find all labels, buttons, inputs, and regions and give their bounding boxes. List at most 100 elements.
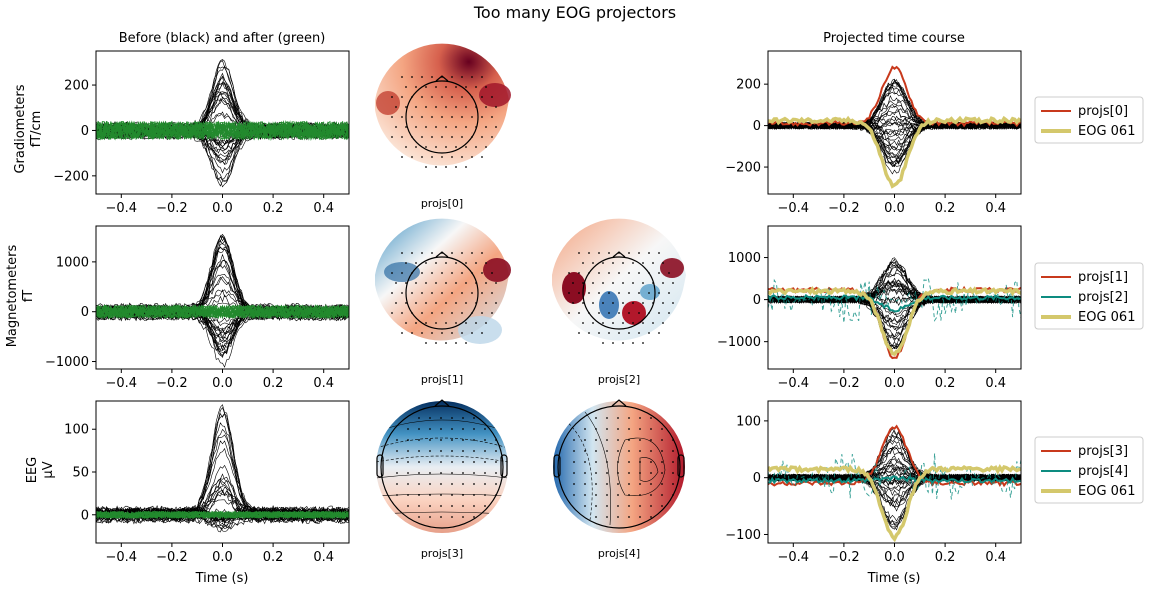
- sensor-dot: [418, 439, 420, 441]
- sensor-dot: [421, 332, 423, 334]
- y-tick-label: −200: [53, 169, 89, 184]
- legend-mag: projs[1] projs[2] EOG 061: [1034, 262, 1144, 330]
- sensor-dot: [421, 252, 423, 254]
- y-tick-label: −1000: [45, 355, 89, 370]
- sensor-dot: [451, 116, 453, 118]
- sensor-dot: [396, 461, 398, 463]
- sensor-dot: [650, 494, 652, 496]
- sensor-dot: [461, 332, 463, 334]
- sensor-dot: [429, 494, 431, 496]
- sensor-dot: [672, 282, 674, 284]
- sensor-dot: [578, 272, 580, 274]
- sensor-dot: [465, 262, 467, 264]
- sensor-dot: [632, 262, 634, 264]
- channel-trace: [768, 295, 1021, 342]
- sensor-dot: [465, 302, 467, 304]
- sensor-dot: [638, 332, 640, 334]
- x-tick-label: −0.4: [106, 201, 138, 216]
- sensor-dot: [418, 417, 420, 419]
- sensor-dot: [642, 322, 644, 324]
- sensor-dot: [639, 494, 641, 496]
- sensor-dot: [639, 450, 641, 452]
- sensor-dot: [471, 156, 473, 158]
- sensor-dot: [622, 322, 624, 324]
- sensor-dot: [451, 450, 453, 452]
- sensor-dot: [622, 342, 624, 344]
- sensor-dot: [588, 252, 590, 254]
- sensor-dot: [573, 472, 575, 474]
- sensor-dot: [451, 312, 453, 314]
- sensor-dot: [411, 116, 413, 118]
- sensor-dot: [658, 292, 660, 294]
- sensor-dot: [425, 146, 427, 148]
- sensor-dot: [661, 461, 663, 463]
- sensor-dot: [401, 332, 403, 334]
- sensor-dot: [588, 292, 590, 294]
- sensor-dot: [411, 292, 413, 294]
- series-projs[2]-dashed: [768, 276, 1021, 323]
- sensor-dot: [584, 428, 586, 430]
- x-tick-label: 0.0: [884, 376, 905, 391]
- sensor-dot: [435, 302, 437, 304]
- sensor-dot: [650, 516, 652, 518]
- sensor-dot: [425, 262, 427, 264]
- sensor-dot: [441, 76, 443, 78]
- series-projs[3]: [768, 424, 1021, 488]
- after-trace: [96, 304, 349, 320]
- sensor-dot: [429, 505, 431, 507]
- sensor-dot: [435, 146, 437, 148]
- sensor-dot: [652, 262, 654, 264]
- sensor-dot: [481, 292, 483, 294]
- sensor-dot: [425, 106, 427, 108]
- sensor-dot: [608, 252, 610, 254]
- sensor-dot: [592, 302, 594, 304]
- sensor-dot: [598, 272, 600, 274]
- sensor-dot: [650, 461, 652, 463]
- sensor-dot: [638, 312, 640, 314]
- x-tick-label: −0.4: [778, 201, 810, 216]
- sensor-dot: [598, 332, 600, 334]
- legend-mag-item-0: projs[1]: [1078, 270, 1128, 285]
- channel-trace: [768, 262, 1021, 305]
- sensor-dot: [431, 312, 433, 314]
- sensor-dot: [411, 252, 413, 254]
- xlabel-left: Time (s): [195, 571, 249, 586]
- sensor-dot: [465, 126, 467, 128]
- x-tick-label: 0.4: [313, 550, 334, 565]
- before-trace: [96, 60, 349, 131]
- sensor-dot: [602, 322, 604, 324]
- sensor-dot: [451, 439, 453, 441]
- left-column-title: Before (black) and after (green): [119, 31, 326, 46]
- sensor-dot: [425, 342, 427, 344]
- sensor-dot: [418, 461, 420, 463]
- sensor-dot: [431, 272, 433, 274]
- sensor-dot: [465, 166, 467, 168]
- sensor-dot: [661, 505, 663, 507]
- sensor-dot: [471, 116, 473, 118]
- sensor-dot: [632, 322, 634, 324]
- sensor-dot: [582, 262, 584, 264]
- sensor-dot: [485, 146, 487, 148]
- sensor-dot: [415, 302, 417, 304]
- sensor-dot: [595, 428, 597, 430]
- sensor-dot: [411, 332, 413, 334]
- sensor-dot: [451, 76, 453, 78]
- topomap-projs4: projs[4]: [553, 399, 685, 560]
- sensor-dot: [650, 450, 652, 452]
- sensor-dot: [431, 292, 433, 294]
- x-tick-label: −0.2: [156, 376, 188, 391]
- sensor-dot: [475, 282, 477, 284]
- plot-area: [768, 424, 1021, 543]
- sensor-dot: [462, 472, 464, 474]
- sensor-dot: [473, 428, 475, 430]
- sensor-dot: [411, 96, 413, 98]
- x-tick-label: 0.0: [212, 201, 233, 216]
- series-projs[4]: [768, 475, 1021, 485]
- magnetometer-evoked-plot: −0.4 −0.2 0.0 0.2 0.4 −1000 0 1000: [45, 225, 350, 391]
- sensor-dot: [628, 292, 630, 294]
- channel-trace: [768, 467, 1021, 483]
- sensor-dot: [672, 450, 674, 452]
- sensor-dot: [396, 483, 398, 485]
- sensor-dot: [425, 322, 427, 324]
